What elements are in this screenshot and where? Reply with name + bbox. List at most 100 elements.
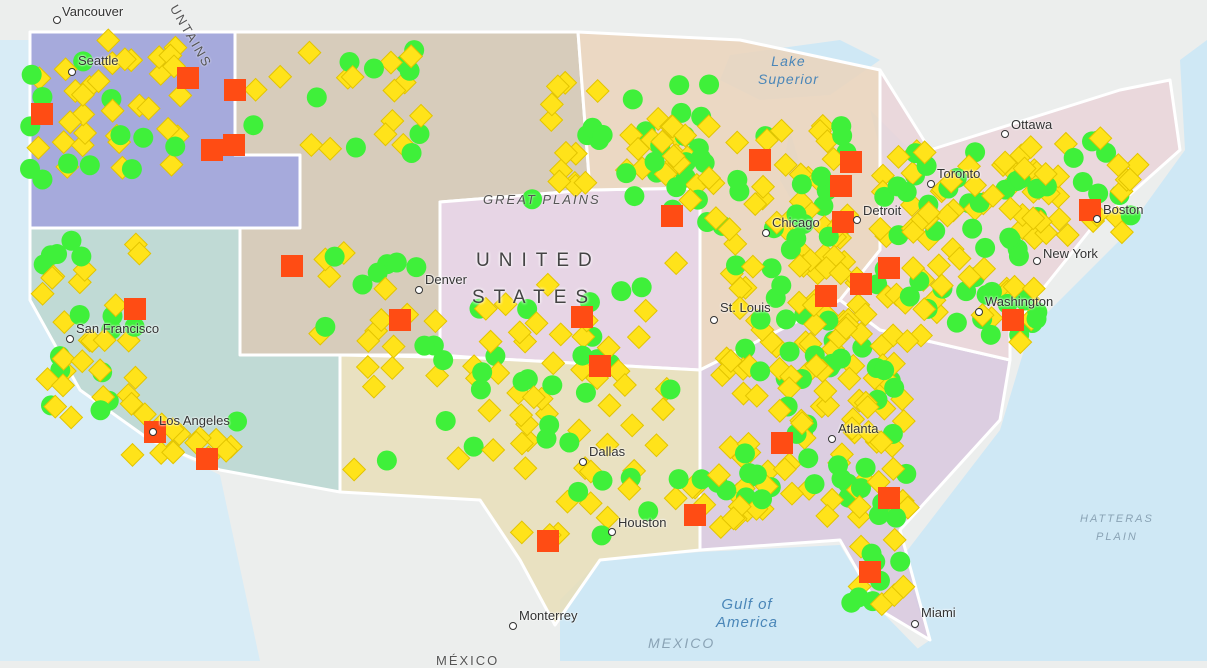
diamond-marker[interactable] [478,329,503,354]
diamond-marker[interactable] [1047,207,1072,232]
circle-marker[interactable] [761,258,782,279]
diamond-marker[interactable] [123,365,148,390]
square-marker[interactable] [661,205,683,227]
circle-marker[interactable] [32,86,53,107]
circle-marker[interactable] [47,244,68,265]
diamond-marker[interactable] [86,69,111,94]
square-marker[interactable] [571,306,593,328]
circle-marker[interactable] [885,507,906,528]
circle-marker[interactable] [463,436,484,457]
circle-marker[interactable] [79,155,100,176]
square-marker[interactable] [878,487,900,509]
circle-marker[interactable] [315,316,336,337]
diamond-marker[interactable] [980,183,1005,208]
circle-marker[interactable] [780,239,801,260]
circle-marker[interactable] [69,304,90,325]
circle-marker[interactable] [981,281,1002,302]
diamond-marker[interactable] [837,366,862,391]
diamond-marker[interactable] [612,372,637,398]
diamond-marker[interactable] [136,96,161,121]
diamond-marker[interactable] [547,169,572,194]
circle-marker[interactable] [121,159,142,180]
diamond-marker[interactable] [787,253,812,278]
circle-marker[interactable] [470,379,491,400]
diamond-marker[interactable] [473,296,498,321]
diamond-marker[interactable] [1088,126,1113,151]
diamond-marker[interactable] [769,118,794,143]
square-marker[interactable] [1002,309,1024,331]
circle-marker[interactable] [352,274,373,295]
diamond-marker[interactable] [853,302,878,327]
diamond-marker[interactable] [718,348,743,373]
diamond-marker[interactable] [92,328,117,353]
diamond-marker[interactable] [617,476,642,501]
circle-marker[interactable] [1072,172,1093,193]
diamond-marker[interactable] [626,325,651,350]
circle-marker[interactable] [575,382,596,403]
circle-marker[interactable] [999,227,1020,248]
diamond-marker[interactable] [882,527,907,552]
diamond-marker[interactable] [1012,156,1037,181]
diamond-marker[interactable] [697,166,722,191]
circle-marker[interactable] [868,505,889,526]
circle-marker[interactable] [828,455,849,476]
circle-marker[interactable] [472,362,493,383]
diamond-marker[interactable] [1109,220,1134,245]
circle-marker[interactable] [831,348,852,369]
circle-marker[interactable] [884,377,905,398]
diamond-marker[interactable] [881,456,906,481]
diamond-marker[interactable] [962,173,988,198]
diamond-marker[interactable] [513,456,538,481]
diamond-marker[interactable] [524,311,549,336]
diamond-marker[interactable] [509,403,534,428]
circle-marker[interactable] [58,153,79,174]
square-marker[interactable] [589,355,611,377]
diamond-marker[interactable] [644,433,669,458]
diamond-marker[interactable] [868,216,893,241]
diamond-marker[interactable] [815,503,840,528]
diamond-marker[interactable] [356,328,381,353]
circle-marker[interactable] [980,324,1001,345]
diamond-marker[interactable] [772,457,797,482]
diamond-marker[interactable] [539,107,564,133]
circle-marker[interactable] [324,246,345,267]
circle-marker[interactable] [887,176,908,197]
diamond-marker[interactable] [570,357,595,382]
diamond-marker[interactable] [373,122,398,147]
diamond-marker[interactable] [840,416,865,441]
diamond-marker[interactable] [787,290,812,315]
circle-marker[interactable] [568,481,589,502]
diamond-marker[interactable] [399,44,424,69]
diamond-marker[interactable] [509,520,534,545]
diamond-marker[interactable] [493,292,518,317]
diamond-marker[interactable] [886,144,911,169]
circle-marker[interactable] [1026,308,1047,329]
circle-marker[interactable] [671,102,692,123]
diamond-marker[interactable] [70,349,95,374]
circle-marker[interactable] [669,75,690,96]
square-marker[interactable] [224,79,246,101]
diamond-marker[interactable] [30,281,55,306]
diamond-marker[interactable] [243,77,268,102]
circle-marker[interactable] [727,169,748,190]
region-california[interactable] [28,226,342,494]
diamond-marker[interactable] [912,140,937,165]
circle-marker[interactable] [779,341,800,362]
circle-marker[interactable] [124,316,145,337]
circle-marker[interactable] [735,338,756,359]
circle-marker[interactable] [611,281,632,302]
diamond-marker[interactable] [51,130,76,155]
diamond-marker[interactable] [477,398,502,423]
circle-marker[interactable] [1088,183,1109,204]
diamond-marker[interactable] [678,188,703,213]
square-marker[interactable] [124,298,146,320]
circle-marker[interactable] [517,298,538,319]
diamond-marker[interactable] [96,28,121,53]
diamond-marker[interactable] [790,411,815,436]
circle-marker[interactable] [660,379,681,400]
circle-marker[interactable] [1027,178,1048,199]
diamond-marker[interactable] [728,276,753,301]
diamond-marker[interactable] [767,398,792,423]
diamond-marker[interactable] [160,417,185,442]
diamond-marker[interactable] [740,254,765,279]
